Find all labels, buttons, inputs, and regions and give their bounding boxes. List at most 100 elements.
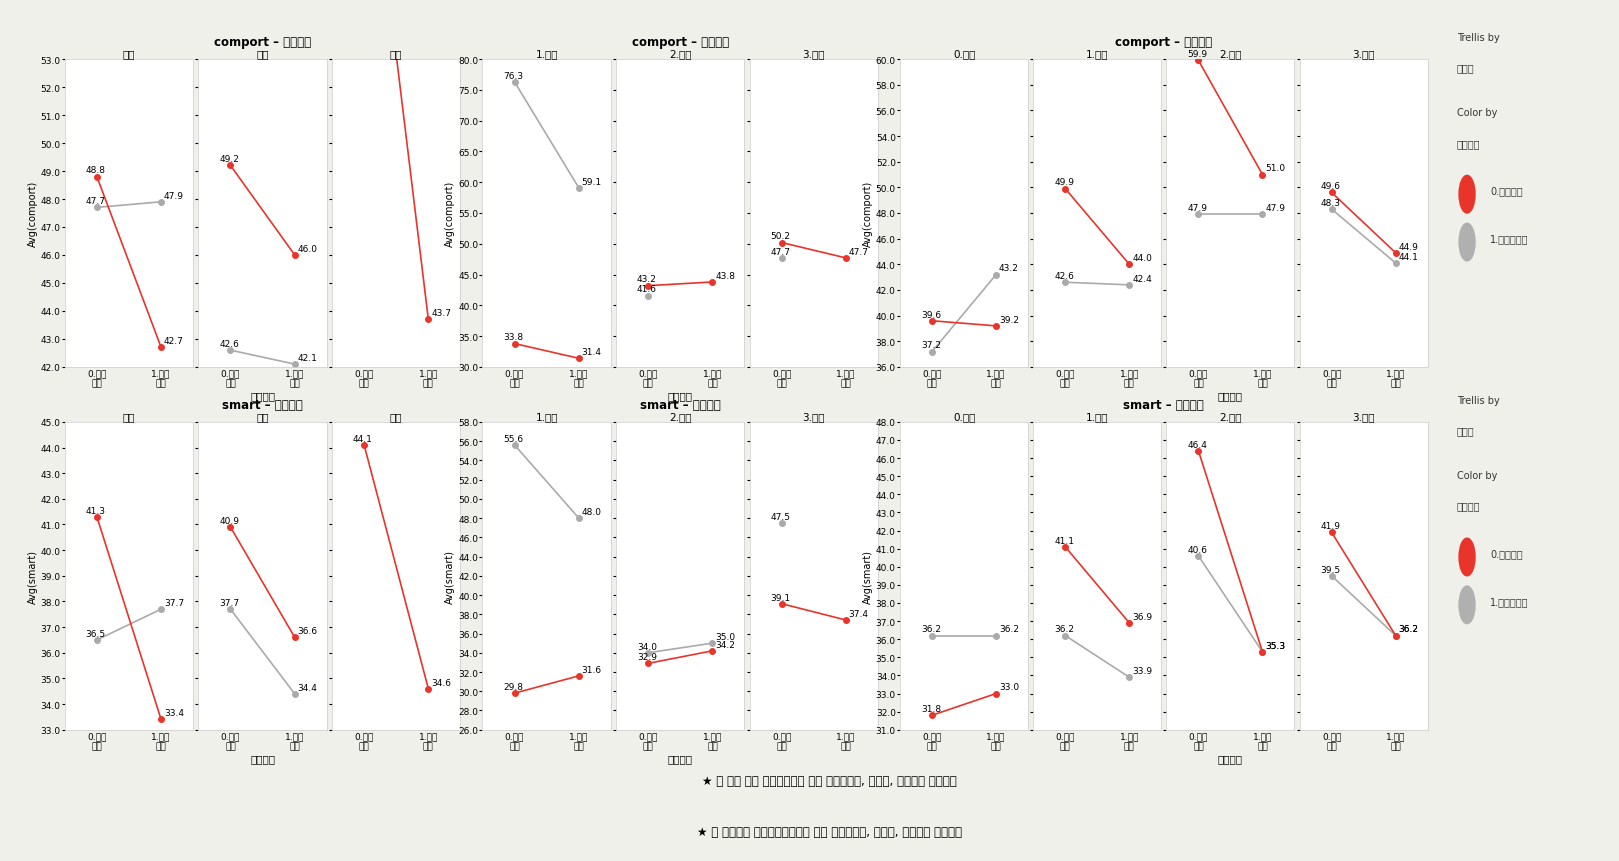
Y-axis label: Avg(comport): Avg(comport) <box>28 181 37 247</box>
Text: 42.6: 42.6 <box>1054 272 1073 281</box>
Text: smart – 기간구분: smart – 기간구분 <box>640 399 720 412</box>
Text: 33.4: 33.4 <box>164 709 185 717</box>
Text: 34.4: 34.4 <box>298 683 317 692</box>
Text: 35.0: 35.0 <box>716 632 735 641</box>
Text: 37.7: 37.7 <box>164 598 185 607</box>
Text: 40.9: 40.9 <box>220 517 240 525</box>
Circle shape <box>1459 177 1475 214</box>
Title: 거실: 거실 <box>123 49 136 59</box>
Title: 1.여름: 1.여름 <box>536 412 559 422</box>
Title: 3.저녀: 3.저녀 <box>1352 49 1375 59</box>
Title: 1.여름: 1.여름 <box>536 49 559 59</box>
Y-axis label: Avg(comport): Avg(comport) <box>445 181 455 247</box>
Text: 33.9: 33.9 <box>1132 666 1153 675</box>
Text: 37.4: 37.4 <box>848 610 869 618</box>
Text: 34.2: 34.2 <box>716 640 735 649</box>
Title: 외기: 외기 <box>390 412 403 422</box>
Title: 1.오전: 1.오전 <box>1086 412 1109 422</box>
Text: 59.9: 59.9 <box>1187 50 1208 59</box>
Text: 35.3: 35.3 <box>1266 641 1285 650</box>
Text: 50.2: 50.2 <box>771 232 790 241</box>
Title: 2.오후: 2.오후 <box>1219 412 1242 422</box>
Circle shape <box>1459 224 1475 262</box>
Text: 41.6: 41.6 <box>636 285 657 294</box>
Y-axis label: Avg(smart): Avg(smart) <box>445 549 455 603</box>
Text: 33.8: 33.8 <box>504 333 523 342</box>
Text: Trellis by: Trellis by <box>1457 395 1499 405</box>
Text: 31.6: 31.6 <box>581 665 602 674</box>
Title: 주방: 주방 <box>256 49 269 59</box>
Text: 시간대: 시간대 <box>1457 426 1475 436</box>
Circle shape <box>1459 586 1475 624</box>
Text: 47.7: 47.7 <box>848 247 869 257</box>
Y-axis label: Avg(smart): Avg(smart) <box>863 549 873 603</box>
Text: 40.6: 40.6 <box>1187 545 1208 554</box>
X-axis label: 기간구분: 기간구분 <box>1217 391 1243 401</box>
Text: 1.미설치세대: 1.미설치세대 <box>1489 597 1528 607</box>
X-axis label: 기간구분: 기간구분 <box>667 753 693 764</box>
Text: 44.0: 44.0 <box>1132 254 1153 263</box>
Text: 1.미설치세대: 1.미설치세대 <box>1489 234 1528 245</box>
Text: comport – 기간구분: comport – 기간구분 <box>1115 36 1213 49</box>
Title: 2.중순: 2.중순 <box>669 412 691 422</box>
Text: 33.0: 33.0 <box>999 683 1018 691</box>
Text: 41.1: 41.1 <box>1054 536 1073 545</box>
Text: 37.2: 37.2 <box>921 341 941 350</box>
Title: 거실: 거실 <box>123 412 136 422</box>
X-axis label: 기간구분: 기간구분 <box>667 391 693 401</box>
Text: 29.8: 29.8 <box>504 682 523 691</box>
Text: 41.9: 41.9 <box>1321 522 1341 530</box>
Text: 시간대: 시간대 <box>1457 64 1475 73</box>
Y-axis label: Avg(comport): Avg(comport) <box>863 181 873 247</box>
Text: 76.3: 76.3 <box>504 71 523 81</box>
X-axis label: 기간구분: 기간구분 <box>1217 753 1243 764</box>
Text: 36.2: 36.2 <box>999 625 1018 634</box>
Text: 35.3: 35.3 <box>1266 641 1285 650</box>
Text: 36.6: 36.6 <box>298 627 317 635</box>
Text: 44.1: 44.1 <box>353 434 372 443</box>
Text: comport – 기간구분: comport – 기간구분 <box>631 36 729 49</box>
Text: smart – 기간구분: smart – 기간구분 <box>222 399 303 412</box>
Text: 36.2: 36.2 <box>1399 625 1418 634</box>
Text: Trellis by: Trellis by <box>1457 33 1499 43</box>
Text: 41.3: 41.3 <box>86 506 105 515</box>
Text: 36.2: 36.2 <box>1399 625 1418 634</box>
Text: 43.2: 43.2 <box>999 264 1018 273</box>
X-axis label: 기간구분: 기간구분 <box>249 753 275 764</box>
Text: 36.2: 36.2 <box>921 625 941 634</box>
Text: 설치구분: 설치구분 <box>1457 501 1480 511</box>
Text: 49.9: 49.9 <box>1054 178 1073 187</box>
Text: 47.7: 47.7 <box>771 247 790 257</box>
Text: 31.8: 31.8 <box>921 704 941 713</box>
Title: 2.오후: 2.오후 <box>1219 49 1242 59</box>
Text: 0.설치세대: 0.설치세대 <box>1489 187 1523 196</box>
Text: 44.1: 44.1 <box>1399 252 1418 262</box>
Title: 외기: 외기 <box>390 49 403 59</box>
Text: smart – 기간구분: smart – 기간구분 <box>1124 399 1205 412</box>
Title: 1.오전: 1.오전 <box>1086 49 1109 59</box>
Text: 49.2: 49.2 <box>220 155 240 164</box>
Title: 3.하순: 3.하순 <box>803 49 826 59</box>
Text: 32.9: 32.9 <box>636 653 657 661</box>
Text: 37.7: 37.7 <box>220 598 240 607</box>
Text: 47.5: 47.5 <box>771 512 790 521</box>
Text: Color by: Color by <box>1457 108 1498 118</box>
Text: 39.1: 39.1 <box>771 593 790 602</box>
Text: 43.8: 43.8 <box>716 271 735 281</box>
Text: 42.6: 42.6 <box>220 339 240 349</box>
Text: 42.4: 42.4 <box>1132 275 1151 283</box>
Text: 44.9: 44.9 <box>1399 242 1418 251</box>
Circle shape <box>1459 538 1475 576</box>
Text: 55.6: 55.6 <box>504 434 523 443</box>
Text: ★ 두 번째행은 스마트통합지수에 대한 설치장소별, 기간별, 시간대별 평균비교: ★ 두 번째행은 스마트통합지수에 대한 설치장소별, 기간별, 시간대별 평균… <box>698 825 962 838</box>
X-axis label: 기간구분: 기간구분 <box>249 391 275 401</box>
Text: 36.2: 36.2 <box>1054 625 1073 634</box>
Text: 49.6: 49.6 <box>1321 182 1341 191</box>
Text: 47.9: 47.9 <box>1187 204 1208 213</box>
Text: 39.2: 39.2 <box>999 315 1018 325</box>
Text: Color by: Color by <box>1457 470 1498 480</box>
Text: 51.0: 51.0 <box>1266 164 1285 173</box>
Text: 48.0: 48.0 <box>581 507 602 517</box>
Text: 31.4: 31.4 <box>581 348 602 356</box>
Text: 47.7: 47.7 <box>86 197 105 206</box>
